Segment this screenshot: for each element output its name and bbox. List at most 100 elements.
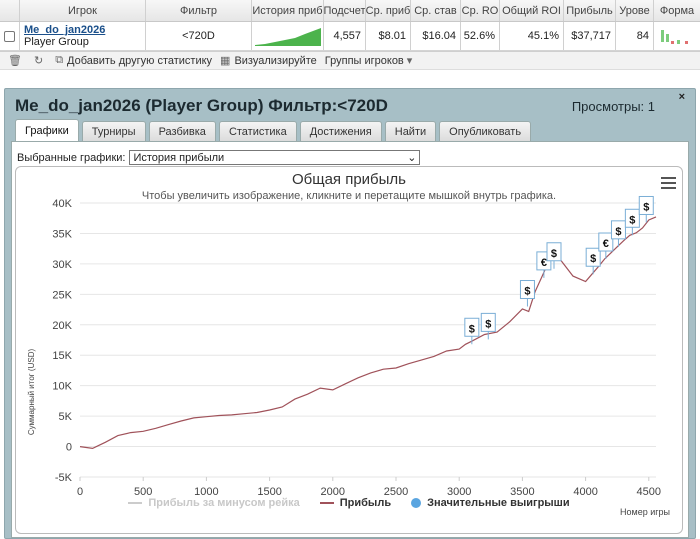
form-bar: [685, 41, 688, 44]
header-count[interactable]: Подсчет: [324, 0, 366, 21]
marker-symbol: €: [541, 257, 547, 269]
marker-symbol: $: [551, 248, 557, 260]
x-tick-label: 1500: [257, 486, 281, 498]
big-win-marker[interactable]: $: [585, 247, 601, 275]
big-win-marker[interactable]: $: [638, 195, 654, 223]
legend-rake-label: Прибыль за минусом рейка: [148, 497, 300, 509]
player-group-label: Player Group: [24, 36, 89, 48]
y-axis-title: Суммарный итог (USD): [27, 349, 36, 436]
y-tick-label: 5K: [59, 411, 73, 423]
x-tick-label: 500: [134, 486, 152, 498]
level-value: 84: [616, 22, 654, 50]
header-avg-roi[interactable]: Ср. RO: [461, 0, 500, 21]
refresh-button[interactable]: ↻: [34, 54, 47, 67]
avg-profit-value: $8.01: [366, 22, 411, 50]
chart-icon: ▦: [220, 55, 231, 67]
header-total-roi[interactable]: Общий ROI: [500, 0, 564, 21]
header-profit[interactable]: Прибыль: [564, 0, 616, 21]
header-avg-profit[interactable]: Ср. приб: [366, 0, 411, 21]
profit-chart-svg: -5K 0 5K 10K 15K 20K 25K 30K 35K 40K 0 500 1000 1500…: [27, 195, 661, 498]
tab-tournaments[interactable]: Турниры: [81, 121, 146, 141]
tab-statistics[interactable]: Статистика: [218, 121, 297, 141]
total-roi-value: 45.1%: [500, 22, 564, 50]
row-checkbox-cell: [0, 22, 20, 50]
header-checkbox-col: [0, 0, 20, 21]
big-win-marker[interactable]: $: [519, 280, 535, 307]
big-win-marker[interactable]: $: [610, 220, 626, 247]
legend-rake-swatch: [128, 502, 143, 504]
player-groups-dropdown[interactable]: Группы игроков ▾: [325, 54, 417, 68]
player-panel: Me_do_jan2026 (Player Group) Фильтр:<720…: [4, 88, 696, 539]
y-tick-label: 20K: [52, 320, 72, 332]
y-tick-label: 35K: [52, 228, 72, 240]
y-tick-label: 15K: [52, 350, 72, 362]
form-bar: [661, 30, 664, 42]
marker-box: [638, 195, 654, 215]
add-stats-button[interactable]: ⧉ Добавить другую статистику: [55, 54, 212, 67]
legend-item-big-wins[interactable]: Значительные выигрыши: [411, 497, 570, 509]
chart-selector[interactable]: История прибыли ⌄: [129, 150, 421, 165]
marker-box: [624, 208, 640, 228]
x-tick-label: 3500: [510, 486, 534, 498]
tab-body: Выбранные графики: История прибыли ⌄ Общ…: [11, 141, 689, 538]
chart-legend: Прибыль за минусом рейка Прибыль Значите…: [16, 497, 682, 509]
delete-button[interactable]: 🗑: [8, 54, 26, 67]
tab-charts[interactable]: Графики: [15, 119, 79, 141]
close-icon[interactable]: ×: [678, 91, 685, 103]
views-count: Просмотры: 1: [571, 99, 655, 114]
y-tick-label: 10K: [52, 381, 72, 393]
x-tick-label: 4500: [637, 486, 661, 498]
stats-toolbar: 🗑 ↻ ⧉ Добавить другую статистику ▦ Визуа…: [0, 52, 700, 70]
big-win-marker[interactable]: $: [546, 242, 562, 269]
x-tick-label: 2000: [321, 486, 345, 498]
chart-selector-label: Выбранные графики:: [17, 151, 126, 164]
marker-symbol: $: [524, 286, 530, 298]
marker-symbol: $: [643, 201, 649, 213]
big-win-marker[interactable]: $: [480, 312, 496, 340]
player-cell: Me_do_jan2026 Player Group: [20, 22, 146, 50]
form-bar: [666, 34, 669, 42]
marker-symbol: $: [590, 253, 596, 265]
big-win-marker[interactable]: €: [598, 232, 614, 260]
avg-stake-value: $16.04: [411, 22, 461, 50]
header-profit-history[interactable]: История приб: [252, 0, 324, 21]
avg-roi-value: 52.6%: [461, 22, 500, 50]
header-filter[interactable]: Фильтр: [146, 0, 252, 21]
row-checkbox[interactable]: [4, 30, 15, 42]
chart-container[interactable]: Общая прибыль Чтобы увеличить изображени…: [15, 166, 683, 534]
sparkline-svg: [254, 28, 321, 46]
x-axis-title: Номер игры: [620, 507, 670, 517]
x-tick-label: 1000: [194, 486, 218, 498]
x-tick-label: 2500: [384, 486, 408, 498]
y-tick-label: 30K: [52, 259, 72, 271]
marker-box: [610, 220, 626, 240]
profit-history-sparkline[interactable]: [252, 22, 324, 50]
header-avg-stake[interactable]: Ср. став: [411, 0, 461, 21]
header-level[interactable]: Урове: [616, 0, 654, 21]
menu-icon[interactable]: [661, 177, 676, 189]
legend-profit-swatch: [319, 502, 334, 504]
big-win-marker[interactable]: $: [624, 208, 640, 236]
profit-series-line: [79, 216, 657, 450]
player-name-link[interactable]: Me_do_jan2026: [24, 24, 106, 36]
legend-item-profit[interactable]: Прибыль: [319, 497, 392, 509]
header-form[interactable]: Форма: [659, 4, 695, 17]
add-stats-icon: ⧉: [55, 54, 64, 66]
tab-publish[interactable]: Опубликовать: [439, 121, 532, 141]
header-player[interactable]: Игрок: [20, 0, 146, 21]
visualize-button[interactable]: ▦ Визуализируйте: [220, 54, 317, 68]
tab-achievements[interactable]: Достижения: [299, 121, 382, 141]
chevron-down-icon: ▾: [406, 55, 413, 67]
tab-breakdown[interactable]: Разбивка: [148, 121, 216, 141]
x-tick-label: 4000: [573, 486, 597, 498]
x-tick-label: 3000: [447, 486, 471, 498]
marker-box: [464, 317, 480, 337]
legend-big-wins-label: Значительные выигрыши: [427, 497, 570, 509]
marker-symbol: $: [469, 323, 475, 335]
tab-find[interactable]: Найти: [384, 121, 437, 141]
x-tick-label: 0: [77, 486, 83, 498]
legend-profit-label: Прибыль: [339, 497, 392, 509]
profit-value: $37,717: [564, 22, 616, 50]
legend-item-rake[interactable]: Прибыль за минусом рейка: [128, 497, 300, 509]
big-win-marker[interactable]: $: [464, 317, 480, 345]
